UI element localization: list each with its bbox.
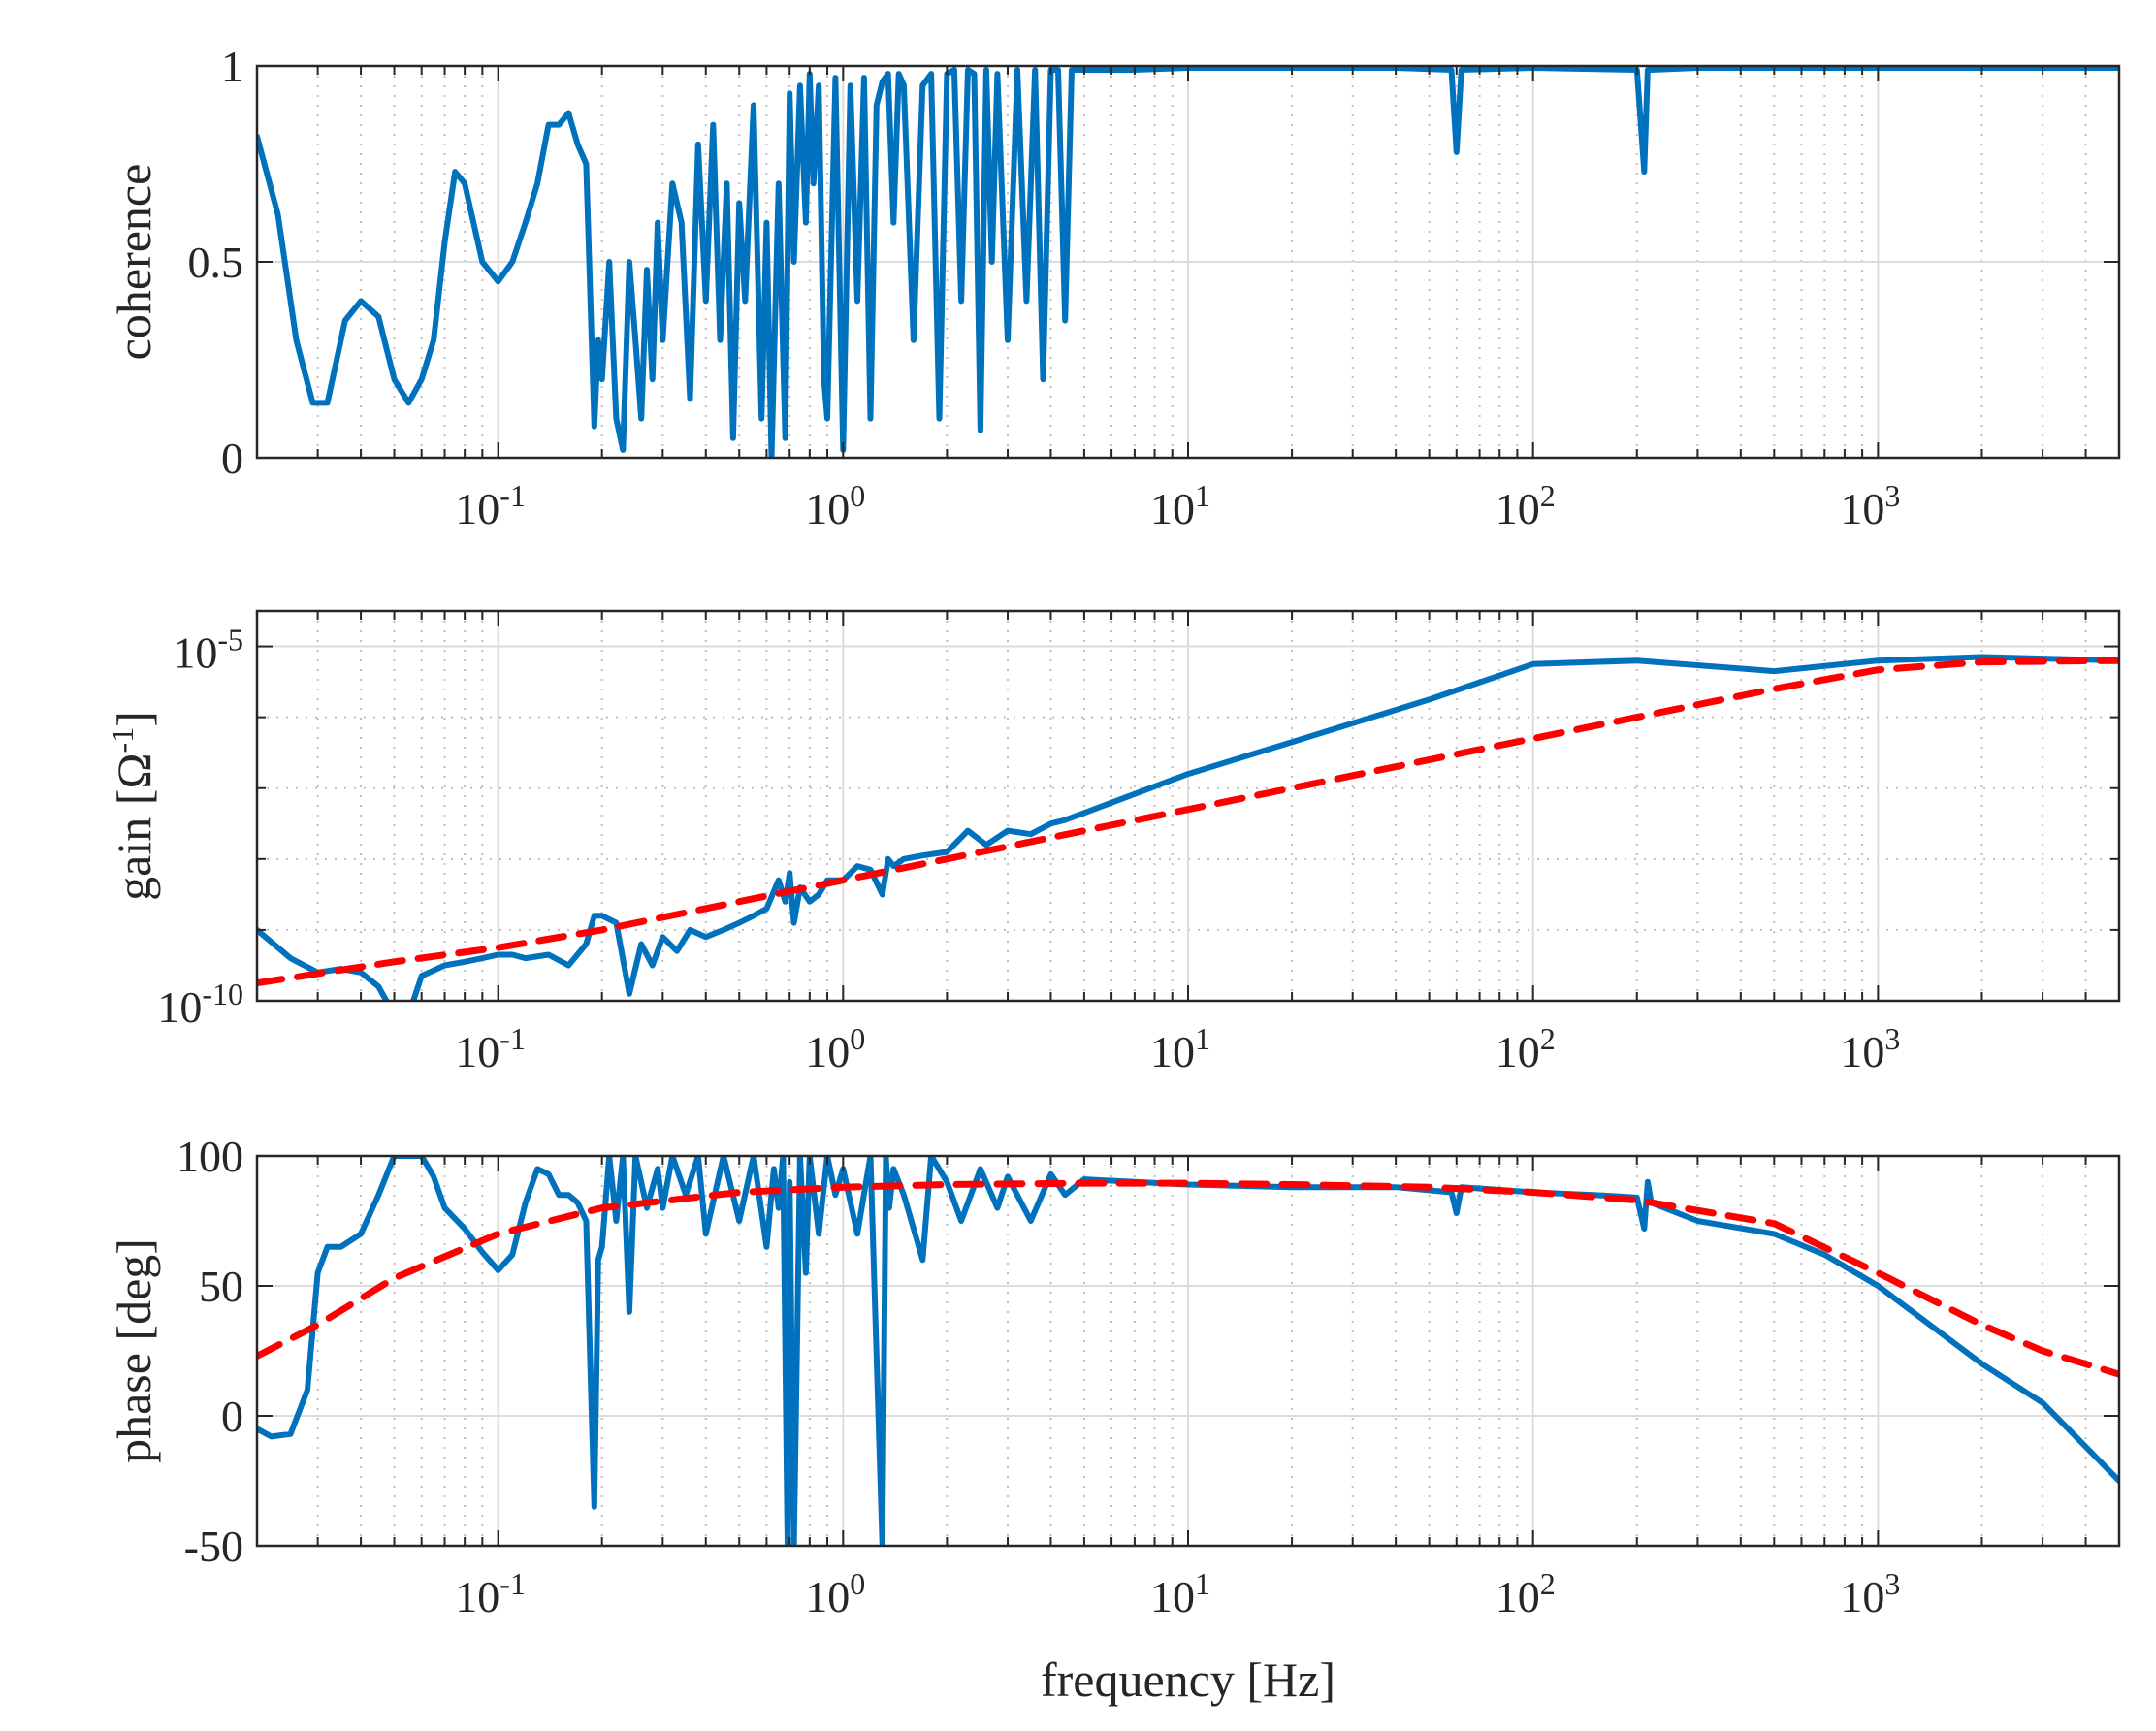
coherence-ytick-label: 1 bbox=[221, 42, 243, 91]
coherence-xtick-label: 101 bbox=[1150, 478, 1210, 533]
gain-series-group bbox=[257, 654, 2119, 1001]
phase-ytick-label: 100 bbox=[177, 1132, 243, 1181]
coherence-xtick-label-base: 10 bbox=[1496, 484, 1540, 533]
gain-xtick-label-base: 10 bbox=[455, 1027, 499, 1076]
gain-xtick-label-exp: 3 bbox=[1884, 1021, 1900, 1056]
gain-ytick-label-exp: -10 bbox=[202, 977, 243, 1011]
phase-xtick-label-base: 10 bbox=[1840, 1572, 1884, 1621]
coherence-ylabel: coherence bbox=[107, 164, 161, 361]
gain-xtick-label-exp: 2 bbox=[1540, 1021, 1556, 1056]
gain-xtick-label: 100 bbox=[805, 1021, 865, 1076]
gain-ytick-label-base: 10 bbox=[157, 982, 202, 1032]
gain-xtick-label-base: 10 bbox=[1150, 1027, 1195, 1076]
gain-xtick-label-exp: -1 bbox=[499, 1021, 526, 1056]
phase-xtick-label-exp: 1 bbox=[1195, 1566, 1210, 1601]
gain-series-model-fit bbox=[257, 657, 2119, 987]
phase-series-group bbox=[257, 1156, 2119, 1546]
phase-xtick-label: 100 bbox=[805, 1566, 865, 1621]
phase-xtick-label: 102 bbox=[1496, 1566, 1556, 1621]
gain-xtick-label-base: 10 bbox=[1496, 1027, 1540, 1076]
phase-ytick-label: -50 bbox=[184, 1522, 243, 1571]
coherence-xtick-label-exp: 3 bbox=[1884, 478, 1900, 513]
coherence-xtick-label-base: 10 bbox=[1150, 484, 1195, 533]
coherence-xtick-label-base: 10 bbox=[805, 484, 850, 533]
phase-xtick-label-exp: 0 bbox=[850, 1566, 865, 1601]
phase-xtick-label-exp: -1 bbox=[499, 1566, 526, 1601]
phase-xtick-label-base: 10 bbox=[1150, 1572, 1195, 1621]
coherence-xtick-label-base: 10 bbox=[1840, 484, 1884, 533]
gain-ytick-label: 10-10 bbox=[157, 977, 243, 1032]
gain-xtick-label-exp: 1 bbox=[1195, 1021, 1210, 1056]
gain-xtick-label: 102 bbox=[1496, 1021, 1556, 1076]
coherence-xtick-label-exp: 0 bbox=[850, 478, 865, 513]
phase-xtick-label-exp: 3 bbox=[1884, 1566, 1900, 1601]
gain-xtick-label: 103 bbox=[1840, 1021, 1900, 1076]
coherence-xtick-label-exp: 2 bbox=[1540, 478, 1556, 513]
coherence-xtick-label: 100 bbox=[805, 478, 865, 533]
phase-xlabel: frequency [Hz] bbox=[1041, 1652, 1335, 1707]
gain-xtick-label-base: 10 bbox=[805, 1027, 850, 1076]
gain-ylabel: gain [Ω-1] bbox=[105, 711, 161, 901]
coherence-xtick-label: 103 bbox=[1840, 478, 1900, 533]
gain-xtick-label-exp: 0 bbox=[850, 1021, 865, 1056]
gain-xtick-label-base: 10 bbox=[1840, 1027, 1884, 1076]
coherence-ytick-label: 0.5 bbox=[188, 238, 244, 287]
coherence-xtick-label: 10-1 bbox=[455, 478, 526, 533]
coherence-xtick-label: 102 bbox=[1496, 478, 1556, 533]
coherence-ticks bbox=[257, 65, 2119, 459]
phase-xtick-label-base: 10 bbox=[1496, 1572, 1540, 1621]
gain-ylabel-close: ] bbox=[107, 711, 161, 727]
phase-series-model-fit bbox=[257, 1179, 2119, 1378]
coherence-xtick-label-exp: -1 bbox=[499, 478, 526, 513]
gain-ytick-label-exp: -5 bbox=[217, 623, 243, 657]
coherence-ytick-label: 0 bbox=[221, 433, 243, 483]
phase-xtick-label: 101 bbox=[1150, 1566, 1210, 1621]
gain-xtick-label: 10-1 bbox=[455, 1021, 526, 1076]
gain-ytick-label: 10-5 bbox=[173, 623, 243, 678]
phase-ticks bbox=[257, 1155, 2119, 1547]
gain-ylabel-text: gain [Ω bbox=[107, 753, 161, 900]
gain-xtick-label: 101 bbox=[1150, 1021, 1210, 1076]
phase-ytick-label: 0 bbox=[221, 1392, 243, 1441]
phase-xtick-label-base: 10 bbox=[455, 1572, 499, 1621]
phase-xtick-label: 103 bbox=[1840, 1566, 1900, 1621]
phase-ytick-label: 50 bbox=[199, 1262, 243, 1311]
phase-xtick-label-exp: 2 bbox=[1540, 1566, 1556, 1601]
phase-xtick-label: 10-1 bbox=[455, 1566, 526, 1621]
gain-ylabel-exp: -1 bbox=[105, 727, 140, 753]
phase-xtick-label-base: 10 bbox=[805, 1572, 850, 1621]
gain-series-measured-gain bbox=[257, 654, 2119, 1001]
gain-ytick-label-base: 10 bbox=[173, 628, 217, 678]
coherence-series-measured-coherence bbox=[257, 66, 2119, 458]
coherence-xtick-label-exp: 1 bbox=[1195, 478, 1210, 513]
coherence-series-group bbox=[257, 66, 2119, 458]
gain-ticks bbox=[257, 611, 2119, 1002]
coherence-xtick-label-base: 10 bbox=[455, 484, 499, 533]
phase-ylabel: phase [deg] bbox=[107, 1238, 161, 1463]
